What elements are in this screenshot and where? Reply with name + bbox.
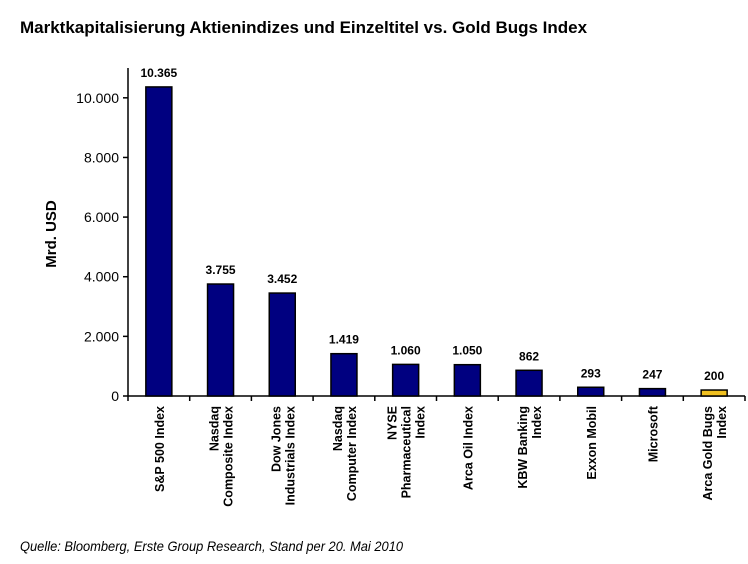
x-category-label: Industrials Index: [283, 406, 297, 505]
x-category-label: Arca Gold Bugs: [701, 406, 715, 501]
y-tick-label: 4.000: [84, 269, 119, 285]
bar: [145, 86, 173, 397]
bar: [453, 363, 482, 397]
y-tick-label: 10.000: [76, 90, 119, 106]
y-tick-label: 8.000: [84, 149, 119, 165]
x-category-label: Composite Index: [222, 406, 236, 507]
data-label: 10.365: [140, 66, 177, 80]
bar: [700, 389, 728, 397]
y-axis-label: Mrd. USD: [43, 200, 60, 268]
y-tick-label: 6.000: [84, 209, 119, 225]
x-category-label: Exxon Mobil: [585, 406, 599, 480]
x-category-label: NYSE: [386, 406, 400, 440]
x-category-label: Dow Jones: [269, 406, 283, 472]
x-category-label: Arca Oil Index: [461, 406, 475, 490]
bar: [330, 352, 358, 397]
chart-title: Marktkapitalisierung Aktienindizes und E…: [20, 18, 588, 37]
source-note: Quelle: Bloomberg, Erste Group Research,…: [20, 538, 404, 554]
bar: [391, 363, 420, 397]
data-label: 1.060: [391, 343, 421, 357]
data-label: 200: [704, 369, 724, 383]
data-label: 862: [519, 349, 539, 363]
data-label: 1.050: [452, 344, 482, 358]
data-label: 293: [581, 366, 601, 380]
bar: [206, 283, 235, 397]
x-category-label: Computer Index: [345, 406, 359, 501]
x-category-label: Index: [414, 406, 428, 439]
x-category-label: Index: [530, 406, 544, 439]
x-category-label: KBW Banking: [516, 406, 530, 489]
data-label: 3.452: [267, 272, 297, 286]
x-category-label: Index: [715, 406, 729, 439]
x-category-label: S&P 500 Index: [153, 406, 167, 492]
y-tick-label: 0: [111, 388, 119, 404]
bar: [577, 386, 605, 397]
x-category-label: Nasdaq: [331, 406, 345, 451]
x-category-label: Microsoft: [646, 405, 660, 462]
data-label: 247: [642, 368, 662, 382]
bar: [515, 369, 543, 397]
x-category-label: Pharmaceutical: [400, 406, 414, 498]
bar: [268, 292, 296, 397]
bar: [638, 387, 667, 397]
data-label: 1.419: [329, 333, 359, 347]
data-label: 3.755: [206, 263, 236, 277]
y-tick-label: 2.000: [84, 328, 119, 344]
x-category-label: Nasdaq: [208, 406, 222, 451]
